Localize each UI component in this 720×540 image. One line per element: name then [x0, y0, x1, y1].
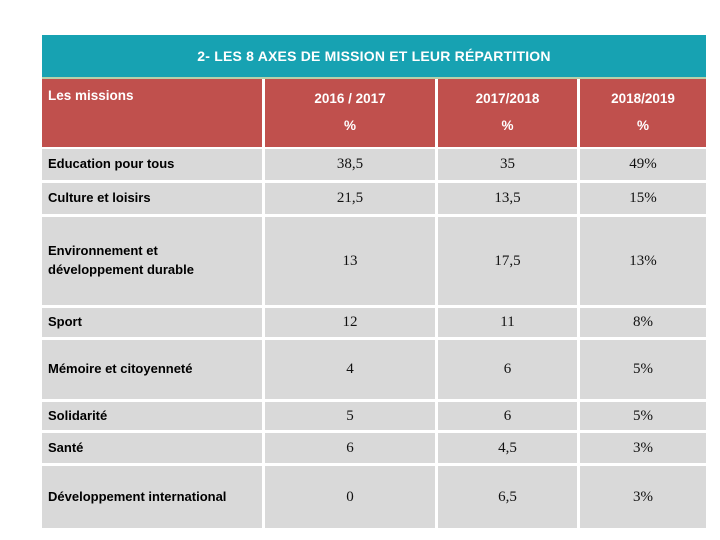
row-value: 6,5 [438, 466, 577, 528]
row-value: 5 [265, 402, 435, 430]
row-value: 6 [438, 340, 577, 399]
row-value: 11 [438, 308, 577, 337]
row-value: 13% [580, 217, 706, 305]
header-period-label: 2017/2018 [475, 91, 540, 106]
row-value: 13 [265, 217, 435, 305]
row-value: 17,5 [438, 217, 577, 305]
row-value: 38,5 [265, 149, 435, 180]
header-col-2016-2017: 2016 / 2017 % [265, 79, 435, 147]
header-percent-label: % [343, 118, 356, 133]
table-row: Solidarité 5 6 5% [42, 402, 706, 430]
table-row: Sport 12 11 8% [42, 308, 706, 337]
row-value: 4 [265, 340, 435, 399]
row-label: Environnement et développement durable [42, 217, 262, 305]
row-value: 8% [580, 308, 706, 337]
header-percent-label: % [636, 118, 649, 133]
header-period-label: 2016 / 2017 [314, 91, 386, 106]
row-value: 5% [580, 402, 706, 430]
row-value: 6 [265, 433, 435, 463]
row-value: 35 [438, 149, 577, 180]
table-row: Environnement et développement durable 13… [42, 217, 706, 305]
header-period-label: 2018/2019 [611, 91, 675, 106]
header-col-2017-2018: 2017/2018 % [438, 79, 577, 147]
row-label: Santé [42, 433, 262, 463]
row-value: 21,5 [265, 183, 435, 214]
row-value: 15% [580, 183, 706, 214]
row-value: 49% [580, 149, 706, 180]
table-header-row: Les missions 2016 / 2017 % 2017/2018 % 2… [42, 79, 706, 147]
table-row: Développement international 0 6,5 3% [42, 466, 706, 528]
table-row: Mémoire et citoyenneté 4 6 5% [42, 340, 706, 399]
row-label: Culture et loisirs [42, 183, 262, 214]
table-row: Education pour tous 38,5 35 49% [42, 149, 706, 180]
row-label: Développement international [42, 466, 262, 528]
table-row: Culture et loisirs 21,5 13,5 15% [42, 183, 706, 214]
header-les-missions: Les missions [42, 79, 262, 147]
table-title: 2- LES 8 AXES DE MISSION ET LEUR RÉPARTI… [197, 48, 551, 64]
mission-repartition-table: 2- LES 8 AXES DE MISSION ET LEUR RÉPARTI… [42, 35, 706, 528]
row-value: 0 [265, 466, 435, 528]
row-label: Solidarité [42, 402, 262, 430]
row-value: 3% [580, 466, 706, 528]
table-row: Santé 6 4,5 3% [42, 433, 706, 463]
table-title-bar: 2- LES 8 AXES DE MISSION ET LEUR RÉPARTI… [42, 35, 706, 79]
table-body: Education pour tous 38,5 35 49% Culture et l… [42, 149, 706, 528]
row-value: 4,5 [438, 433, 577, 463]
row-value: 3% [580, 433, 706, 463]
row-value: 6 [438, 402, 577, 430]
row-label: Education pour tous [42, 149, 262, 180]
header-col-2018-2019: 2018/2019 % [580, 79, 706, 147]
row-value: 5% [580, 340, 706, 399]
row-label: Mémoire et citoyenneté [42, 340, 262, 399]
row-value: 13,5 [438, 183, 577, 214]
row-value: 12 [265, 308, 435, 337]
row-label: Sport [42, 308, 262, 337]
header-percent-label: % [501, 118, 514, 133]
header-les-missions-label: Les missions [48, 88, 134, 103]
